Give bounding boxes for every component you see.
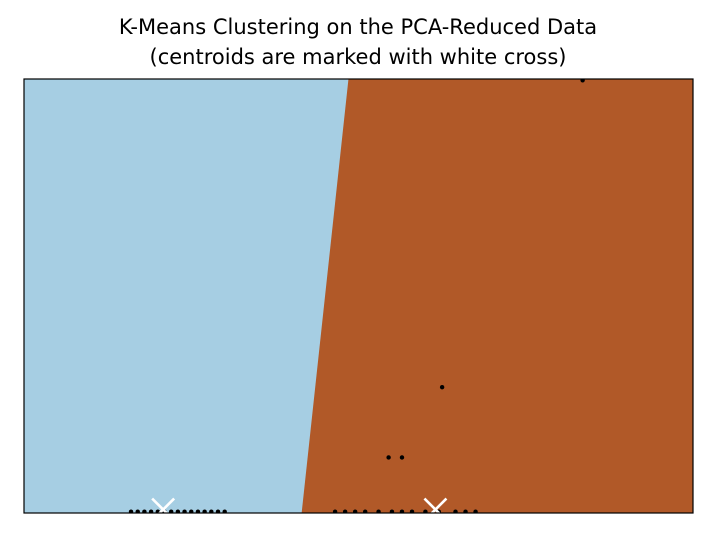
data-point [142,509,147,513]
centroid-marker [423,497,448,513]
data-point [580,79,585,83]
data-point [439,384,445,390]
centroid-stroke [430,497,448,513]
centroid-marker [151,497,176,513]
cluster-region-0 [24,79,349,513]
chart-subtitle: (centroids are marked with white cross) [149,45,567,69]
data-point [409,509,415,513]
data-point [175,509,181,513]
data-point [386,455,391,460]
data-point [423,509,428,513]
plot-content [24,79,693,513]
data-point [182,509,187,513]
centroid-stroke [157,497,176,513]
data-point [195,509,201,513]
data-point [202,509,207,513]
data-point [168,509,174,513]
data-point [128,509,134,513]
data-point [215,509,221,513]
data-point [135,509,140,513]
data-point [222,509,227,513]
data-point [399,509,405,513]
data-point [342,509,348,513]
chart-title: K-Means Clustering on the PCA-Reduced Da… [118,15,598,39]
data-point [473,509,478,513]
data-point [463,509,468,513]
data-point [209,509,214,513]
data-point [148,509,154,513]
data-point [399,455,405,460]
data-point [362,509,368,513]
data-point [376,509,381,513]
data-point [189,509,194,513]
data-point [389,509,395,513]
axes-frame [23,78,694,514]
data-point [352,509,358,513]
data-point [332,509,338,513]
data-point [453,509,458,513]
